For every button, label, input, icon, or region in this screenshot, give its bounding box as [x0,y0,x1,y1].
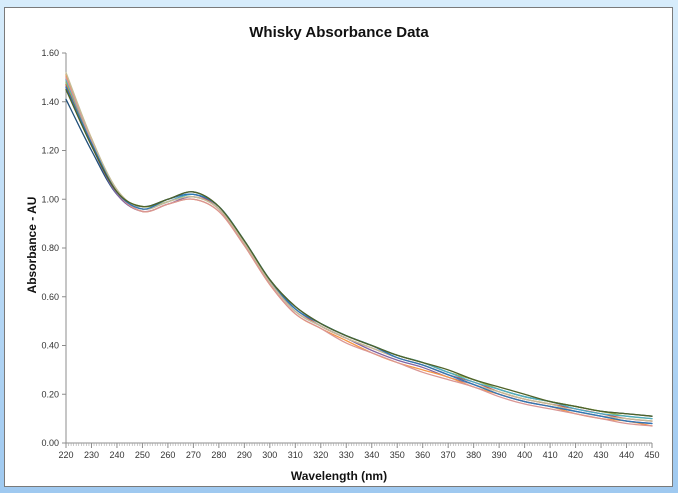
y-axis-title: Absorbance - AU [25,197,39,294]
series-line-3 [65,81,653,420]
x-tick-label: 340 [364,450,379,460]
series-line-8 [65,71,653,422]
x-tick-label: 370 [441,450,456,460]
x-tick-label: 420 [568,450,583,460]
y-tick-label: 1.40 [41,97,59,107]
x-tick-label: 320 [313,450,328,460]
chart-title: Whisky Absorbance Data [249,24,429,41]
x-tick-label: 430 [594,450,609,460]
x-tick-label: 360 [415,450,430,460]
x-tick-label: 290 [237,450,252,460]
y-tick-label: 0.00 [41,438,59,448]
x-tick-label: 350 [390,450,405,460]
series-line-7 [65,76,653,427]
x-tick-label: 300 [262,450,277,460]
series-line-6 [65,74,653,427]
series-line-10 [65,88,653,417]
plot-area: 0.00 0.20 0.40 0.60 0.80 1.00 1.20 1.40 1.60 220 2… [41,48,659,460]
series-line-4 [65,86,653,425]
y-tick-label: 0.20 [41,389,59,399]
y-tick-label: 1.20 [41,146,59,156]
x-tick-label: 400 [517,450,532,460]
x-tick-label: 310 [288,450,303,460]
y-tick-label: 0.40 [41,341,59,351]
x-tick-label: 380 [466,450,481,460]
x-tick-label: 240 [109,450,124,460]
x-tick-label: 390 [492,450,507,460]
x-tick-label: 230 [84,450,99,460]
y-tick-label: 1.00 [41,194,59,204]
y-tick-label: 1.60 [41,48,59,58]
x-tick-label: 260 [160,450,175,460]
x-tick-label: 250 [135,450,150,460]
series-line-2 [65,84,653,422]
x-tick-label: 270 [186,450,201,460]
x-tick-label: 450 [644,450,659,460]
series-line-5 [65,79,653,420]
y-tick-label: 0.80 [41,243,59,253]
x-tick-label: 330 [339,450,354,460]
y-tick-label: 0.60 [41,292,59,302]
x-axis-title: Wavelength (nm) [291,469,387,483]
x-tick-label: 410 [543,450,558,460]
x-tick-label: 440 [619,450,634,460]
series-line-1 [65,98,653,417]
x-tick-label: 220 [58,450,73,460]
x-tick-label: 280 [211,450,226,460]
series-line-9 [65,86,653,425]
